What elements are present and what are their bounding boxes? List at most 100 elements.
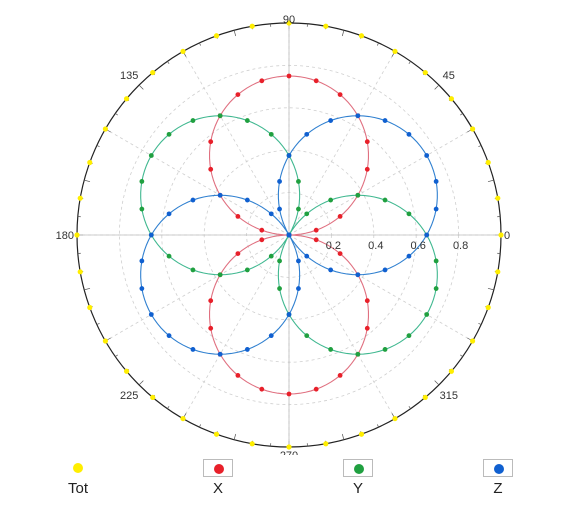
angular-grid-spoke [288, 51, 396, 236]
data-point-y [304, 333, 310, 339]
angle-tick [434, 380, 440, 386]
data-point-y [244, 118, 250, 123]
data-point-z [217, 192, 223, 198]
angular-grid-spoke [105, 234, 290, 342]
data-point-y [190, 118, 196, 123]
data-point-tot [392, 415, 398, 422]
data-point-tot [249, 23, 255, 29]
data-point-y [424, 312, 430, 317]
polar-plot: 0 45 90 135 180 225 270 315 0.2 0.4 0.6 0.8 [56, 14, 510, 455]
data-point-x [364, 139, 370, 145]
data-point-tot [87, 159, 93, 166]
data-point-x [313, 78, 319, 84]
data-point-z [190, 347, 196, 352]
data-point-tot [485, 159, 491, 166]
data-point-tot [422, 69, 428, 76]
angle-tick [341, 30, 345, 37]
legend-marker-z [494, 464, 504, 474]
data-point-y [139, 206, 145, 212]
angular-grid-spoke [288, 234, 396, 419]
data-point-tot [495, 195, 501, 201]
data-point-y [166, 253, 172, 259]
data-point-tot [469, 126, 476, 132]
angle-tick [408, 61, 411, 64]
angular-grid-spoke [182, 234, 290, 419]
angle-tick-label: 0 [504, 230, 510, 242]
data-point-tot [150, 69, 156, 76]
data-point-z [406, 131, 412, 137]
angle-tick [408, 406, 411, 409]
data-point-z [244, 347, 250, 352]
legend-item-z: Z [468, 459, 528, 497]
data-point-z [139, 258, 145, 264]
data-point-z [296, 286, 301, 291]
angular-grid-spoke [105, 128, 290, 236]
data-point-z [355, 113, 361, 119]
radial-tick-label: 0.4 [368, 240, 383, 252]
data-point-y [355, 192, 361, 198]
data-point-y [217, 272, 223, 278]
data-point-y [268, 253, 274, 259]
angle-tick [96, 145, 100, 147]
data-point-z [355, 272, 361, 278]
legend-label-y: Y [352, 480, 363, 497]
data-point-tot [485, 304, 491, 311]
data-point-x [364, 325, 370, 331]
data-point-x [337, 373, 343, 378]
data-point-tot [469, 338, 476, 344]
legend-item-tot: Tot [48, 459, 108, 497]
data-point-x [337, 251, 343, 256]
angle-tick [460, 113, 463, 116]
data-point-tot [392, 48, 398, 55]
data-point-z [268, 333, 274, 339]
data-point-tot [358, 431, 365, 437]
data-point-z [190, 197, 196, 203]
data-point-z [406, 253, 412, 259]
angular-grid-spoke [288, 234, 473, 342]
data-point-x [259, 386, 265, 392]
angle-tick-label: 315 [440, 390, 458, 402]
data-point-tot [87, 304, 93, 311]
data-point-z [286, 232, 292, 238]
data-point-z [286, 312, 292, 317]
legend-swatch-tot [63, 459, 93, 477]
data-point-y [166, 131, 172, 137]
data-point-tot [358, 33, 365, 39]
legend-label-tot: Tot [67, 480, 88, 497]
data-point-z [424, 232, 430, 238]
angle-tick [460, 354, 463, 357]
data-point-y [148, 153, 154, 158]
angle-tick [167, 61, 170, 64]
data-point-x [313, 237, 319, 243]
legend-marker-tot [73, 463, 83, 473]
data-point-y [296, 206, 301, 212]
angular-grid-spoke [182, 51, 290, 236]
angle-tick-label: 90 [283, 14, 295, 26]
data-point-tot [495, 269, 501, 275]
legend-item-x: X [188, 459, 248, 497]
legend-swatch-x [203, 459, 233, 477]
angular-grid-spoke [288, 128, 473, 236]
angle-tick [199, 424, 201, 428]
data-point-tot [180, 48, 186, 55]
angle-tick [84, 287, 91, 291]
series-layer [74, 20, 504, 450]
data-point-z [328, 118, 334, 123]
data-point-tot [448, 368, 455, 374]
data-point-z [433, 206, 439, 212]
data-point-x [313, 227, 319, 233]
angle-tick [478, 145, 482, 147]
data-point-y [268, 131, 274, 137]
radial-tick-label: 0.2 [326, 240, 341, 252]
angle-tick [199, 42, 201, 46]
data-point-z [304, 131, 310, 137]
data-point-z [217, 351, 223, 357]
angle-tick [487, 179, 494, 183]
data-point-y [406, 333, 412, 339]
angle-tick [138, 380, 144, 386]
angle-tick [233, 433, 237, 440]
legend-marker-x [214, 464, 224, 474]
data-point-z [277, 179, 282, 184]
data-point-tot [213, 431, 220, 437]
